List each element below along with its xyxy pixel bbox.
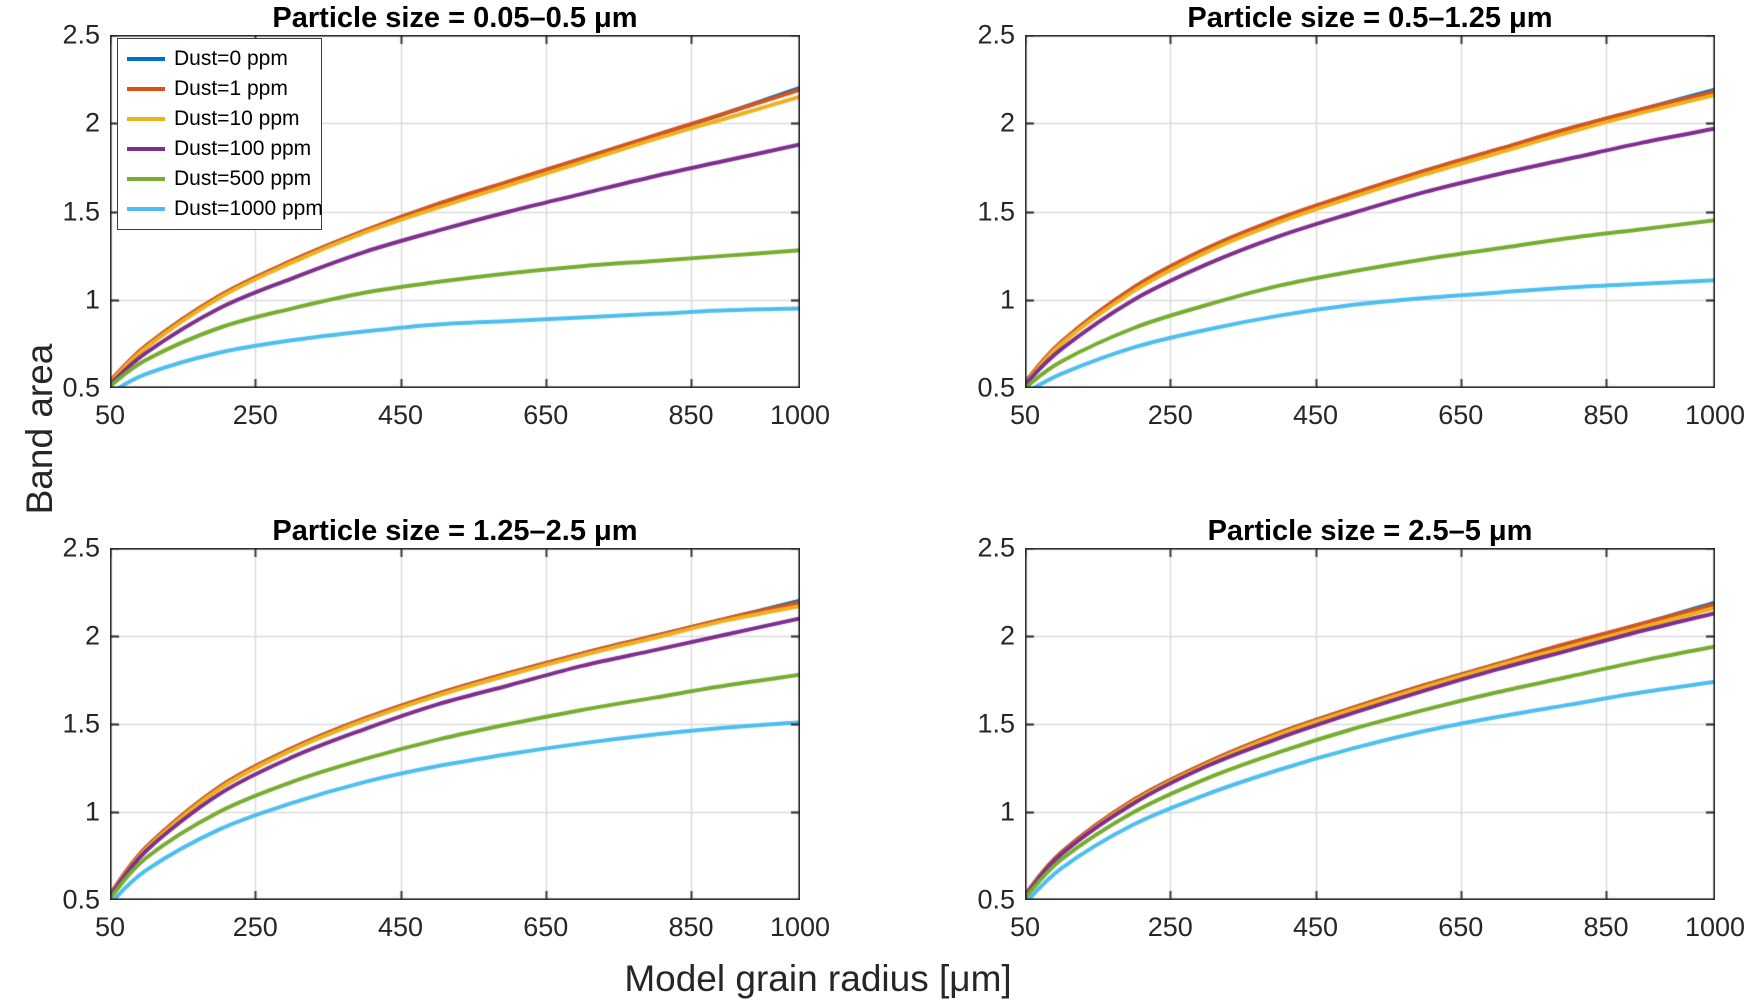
y-tick-label: 2 xyxy=(999,620,1015,651)
legend: Dust=0 ppm Dust=1 ppm Dust=10 ppm Dust=100 … xyxy=(117,38,323,230)
legend-label: Dust=1000 ppm xyxy=(174,197,323,220)
y-tick-label: 1.5 xyxy=(977,196,1015,226)
y-tick-label: 2.5 xyxy=(977,532,1015,563)
x-tick-label: 850 xyxy=(668,400,714,430)
x-tick-label: 450 xyxy=(1292,912,1339,942)
x-tick-label: 250 xyxy=(232,912,278,942)
plot-canvas xyxy=(1025,35,1715,388)
x-tick-label: 50 xyxy=(94,912,126,942)
plot-title: Particle size = 0.5–1.25 μm xyxy=(1187,2,1553,34)
legend-label: Dust=10 ppm xyxy=(174,107,300,130)
x-tick-label: 450 xyxy=(1292,400,1339,430)
subplot-particle-size-0.5-1.25: Particle size = 0.5–1.25 μm 50 250 450 650 8… xyxy=(977,2,1745,430)
y-tick-label: 1 xyxy=(84,796,100,827)
plot-canvas xyxy=(1025,548,1715,900)
legend-item: Dust=1 ppm xyxy=(118,74,321,104)
y-tick-label: 1 xyxy=(999,796,1015,827)
legend-item: Dust=500 ppm xyxy=(118,164,321,194)
legend-item: Dust=1000 ppm xyxy=(118,194,323,224)
y-tick-label: 2.5 xyxy=(62,19,100,50)
legend-item: Dust=100 ppm xyxy=(118,134,321,164)
x-tick-label: 650 xyxy=(523,912,569,942)
x-tick-label: 50 xyxy=(1009,400,1041,430)
y-tick-label: 2 xyxy=(84,107,100,138)
x-tick-label: 250 xyxy=(1147,400,1193,430)
legend-item: Dust=0 ppm xyxy=(118,44,321,74)
y-tick-label: 2 xyxy=(84,620,100,651)
legend-label: Dust=500 ppm xyxy=(174,167,312,190)
legend-line-swatch xyxy=(127,117,165,121)
y-tick-label: 2 xyxy=(999,107,1015,138)
y-axis-label: Band area xyxy=(19,343,60,515)
x-tick-label: 650 xyxy=(1438,400,1484,430)
x-tick-label: 1000 xyxy=(769,400,831,430)
y-tick-label: 1 xyxy=(84,284,100,315)
x-tick-label: 1000 xyxy=(1684,912,1746,942)
plot-title: Particle size = 0.05–0.5 μm xyxy=(272,2,638,34)
legend-line-swatch xyxy=(127,177,165,181)
x-tick-label: 250 xyxy=(1147,912,1193,942)
x-axis-label: Model grain radius [μm] xyxy=(624,958,1012,999)
x-tick-label: 850 xyxy=(668,912,714,942)
y-tick-label: 1.5 xyxy=(62,196,100,226)
legend-item: Dust=10 ppm xyxy=(118,104,321,134)
y-tick-label: 1.5 xyxy=(977,708,1015,739)
y-tick-label: 1.5 xyxy=(62,708,100,739)
x-tick-label: 50 xyxy=(94,400,126,430)
plot-title: Particle size = 1.25–2.5 μm xyxy=(272,515,638,547)
subplot-particle-size-2.5-5: Particle size = 2.5–5 μm 50 250 450 650 850 1… xyxy=(977,515,1745,942)
y-tick-label: 2.5 xyxy=(62,532,100,563)
plot-canvas xyxy=(110,548,800,900)
x-tick-label: 50 xyxy=(1009,912,1041,942)
y-tick-label: 0.5 xyxy=(977,884,1015,915)
subplot-particle-size-1.25-2.5: Particle size = 1.25–2.5 μm 50 250 450 650 8… xyxy=(62,515,830,942)
x-tick-label: 850 xyxy=(1583,400,1629,430)
legend-label: Dust=1 ppm xyxy=(174,77,288,100)
legend-line-swatch xyxy=(127,147,165,151)
y-tick-label: 1 xyxy=(999,284,1015,315)
x-tick-label: 1000 xyxy=(769,912,831,942)
x-tick-label: 250 xyxy=(232,400,278,430)
legend-label: Dust=100 ppm xyxy=(174,137,312,160)
x-tick-label: 650 xyxy=(1438,912,1484,942)
subplot-particle-size-0.05-0.5: Particle size = 0.05–0.5 μm Dust=0 ppm Du… xyxy=(62,2,830,430)
x-tick-label: 450 xyxy=(377,912,424,942)
legend-line-swatch xyxy=(127,57,165,61)
x-tick-label: 650 xyxy=(523,400,569,430)
y-tick-label: 0.5 xyxy=(62,372,100,403)
x-tick-label: 1000 xyxy=(1684,400,1746,430)
legend-line-swatch xyxy=(127,207,165,211)
legend-line-swatch xyxy=(127,87,165,91)
legend-label: Dust=0 ppm xyxy=(174,47,288,70)
y-tick-label: 0.5 xyxy=(62,884,100,915)
y-tick-label: 2.5 xyxy=(977,19,1015,50)
x-tick-label: 850 xyxy=(1583,912,1629,942)
x-tick-label: 450 xyxy=(377,400,424,430)
y-tick-label: 0.5 xyxy=(977,372,1015,403)
plot-title: Particle size = 2.5–5 μm xyxy=(1207,515,1533,547)
